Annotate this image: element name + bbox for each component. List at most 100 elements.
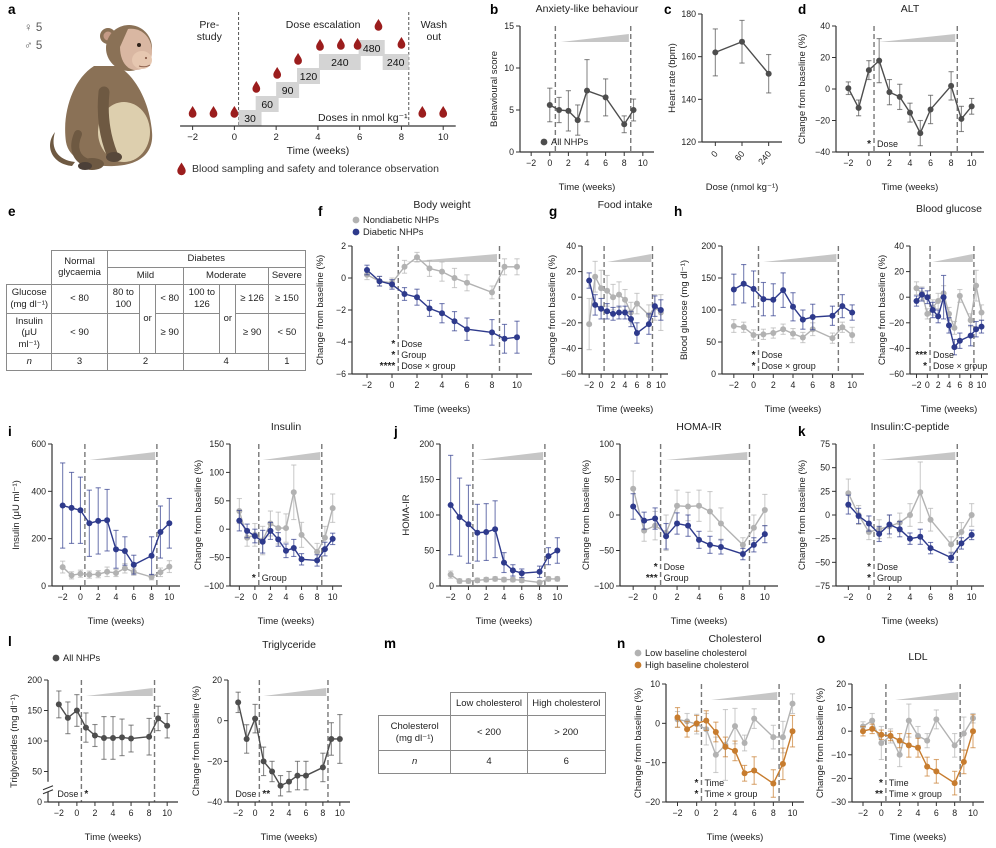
- svg-text:20: 20: [836, 679, 846, 689]
- svg-text:Doses in nmol kg⁻¹: Doses in nmol kg⁻¹: [318, 112, 408, 124]
- svg-text:Dose: Dose: [664, 562, 685, 572]
- svg-text:Dose (nmol kg⁻¹): Dose (nmol kg⁻¹): [706, 182, 779, 193]
- svg-text:HOMA-IR: HOMA-IR: [676, 421, 722, 433]
- monkey-hand: [106, 152, 122, 162]
- svg-text:−2: −2: [858, 808, 868, 818]
- svg-text:2: 2: [415, 380, 420, 390]
- table-m-cell: 4: [450, 749, 528, 774]
- svg-text:150: 150: [209, 439, 224, 449]
- svg-text:200: 200: [419, 439, 434, 449]
- svg-text:4: 4: [114, 592, 119, 602]
- svg-text:−30: −30: [831, 797, 846, 807]
- svg-text:10: 10: [967, 158, 977, 168]
- panel-letter-d: d: [798, 2, 807, 17]
- svg-text:Time (weeks): Time (weeks): [476, 616, 533, 627]
- svg-text:*: *: [84, 789, 88, 800]
- svg-text:−2: −2: [362, 380, 372, 390]
- svg-text:0: 0: [217, 716, 222, 726]
- panel-j-homa-ir-abs-chart: 0 50 100 150 200 −2 0 2 4 6 8 10 HOMA-IR Time (weeks): [398, 418, 578, 630]
- svg-text:160: 160: [681, 52, 696, 62]
- svg-text:0: 0: [78, 592, 83, 602]
- svg-text:10: 10: [438, 132, 449, 143]
- svg-text:10: 10: [162, 808, 172, 818]
- svg-text:Time × group: Time × group: [704, 789, 757, 799]
- monkey-nostril: [144, 56, 148, 60]
- panel-letter-l: l: [8, 634, 12, 649]
- svg-text:2: 2: [484, 592, 489, 602]
- svg-text:0: 0: [571, 292, 576, 302]
- svg-text:Time (weeks): Time (weeks): [597, 404, 654, 415]
- svg-text:HOMA-IR: HOMA-IR: [401, 494, 412, 535]
- svg-text:−10: −10: [831, 750, 846, 760]
- svg-text:−10: −10: [645, 758, 660, 768]
- svg-text:−20: −20: [207, 756, 222, 766]
- svg-text:−2: −2: [233, 808, 243, 818]
- svg-text:50: 50: [820, 463, 830, 473]
- svg-text:50: 50: [706, 337, 716, 347]
- svg-text:Time (weeks): Time (weeks): [261, 832, 318, 843]
- svg-text:*: *: [391, 350, 395, 361]
- svg-text:0: 0: [825, 510, 830, 520]
- table-e-normal-header: Normal glycaemia: [51, 250, 108, 285]
- svg-text:−40: −40: [207, 797, 222, 807]
- svg-text:Time (weeks): Time (weeks): [765, 404, 822, 415]
- table-e-cell: < 80: [51, 283, 108, 314]
- svg-text:*: *: [867, 573, 871, 584]
- svg-text:All NHPs: All NHPs: [551, 137, 589, 147]
- dose-escalation-timeline: 30 60 90 120 240 480 240 −2 0 2 4 6 8 10 Time (weeks) P…: [180, 12, 456, 157]
- svg-text:10: 10: [977, 380, 987, 390]
- svg-text:6: 6: [303, 808, 308, 818]
- panel-letter-c: c: [664, 2, 672, 17]
- table-m-chol-label: Cholesterol (mg dl⁻¹): [377, 714, 452, 751]
- svg-text:4: 4: [315, 132, 320, 143]
- svg-text:*: *: [923, 361, 927, 372]
- svg-text:Low baseline cholesterol: Low baseline cholesterol: [645, 648, 747, 658]
- svg-text:50: 50: [424, 546, 434, 556]
- table-e-cell: 80 to 100: [106, 283, 141, 314]
- svg-text:Time (weeks): Time (weeks): [882, 182, 939, 193]
- svg-text:2: 2: [936, 380, 941, 390]
- svg-text:0: 0: [751, 380, 756, 390]
- table-e-cell: [106, 312, 141, 355]
- svg-text:6: 6: [465, 380, 470, 390]
- svg-text:0: 0: [899, 292, 904, 302]
- svg-text:−75: −75: [815, 581, 830, 591]
- svg-text:8: 8: [740, 592, 745, 602]
- svg-text:Dose: Dose: [877, 139, 898, 149]
- svg-text:6: 6: [299, 592, 304, 602]
- svg-text:Blood glucose: Blood glucose: [916, 203, 982, 215]
- svg-text:150: 150: [419, 475, 434, 485]
- svg-text:ALT: ALT: [901, 3, 920, 15]
- svg-text:Time (weeks): Time (weeks): [287, 145, 350, 157]
- svg-text:4: 4: [908, 592, 913, 602]
- table-e-cell: 100 to 126: [183, 283, 221, 314]
- svg-text:8: 8: [149, 592, 154, 602]
- svg-text:25: 25: [820, 486, 830, 496]
- svg-text:8: 8: [147, 808, 152, 818]
- svg-text:LDL: LDL: [908, 651, 927, 663]
- svg-text:Time (weeks): Time (weeks): [88, 616, 145, 627]
- svg-text:High baseline cholesterol: High baseline cholesterol: [645, 660, 749, 670]
- svg-text:10: 10: [164, 592, 174, 602]
- svg-text:4: 4: [916, 808, 921, 818]
- svg-text:−50: −50: [209, 553, 224, 563]
- svg-text:Time (weeks): Time (weeks): [414, 404, 471, 415]
- svg-text:0: 0: [609, 510, 614, 520]
- svg-text:−2: −2: [672, 808, 682, 818]
- panel-letter-n: n: [617, 636, 626, 651]
- svg-text:4: 4: [440, 380, 445, 390]
- svg-text:Behavioural score: Behavioural score: [489, 51, 500, 127]
- svg-text:Group: Group: [664, 573, 689, 583]
- panel-n-cholesterol-chart: −20 −10 0 10 −2 0 2 4 6 8 10 Cholesterol Change from…: [630, 632, 816, 846]
- svg-text:10: 10: [760, 592, 770, 602]
- svg-text:out: out: [427, 31, 442, 43]
- svg-text:Food intake: Food intake: [598, 199, 653, 211]
- male-count: ♂ 5: [24, 39, 43, 52]
- panel-k-insulin-c-peptide-chart: −75 −50 −25 0 25 50 75 −2 0 2 4 6 8 10 Insulin:C-pepti…: [794, 418, 996, 630]
- svg-text:−100: −100: [204, 581, 224, 591]
- svg-text:−2: −2: [584, 380, 594, 390]
- table-m-high-header: High cholesterol: [526, 692, 607, 716]
- svg-text:10: 10: [328, 592, 338, 602]
- table-m-low-header: Low cholesterol: [450, 692, 528, 716]
- svg-text:Diabetic NHPs: Diabetic NHPs: [363, 227, 424, 237]
